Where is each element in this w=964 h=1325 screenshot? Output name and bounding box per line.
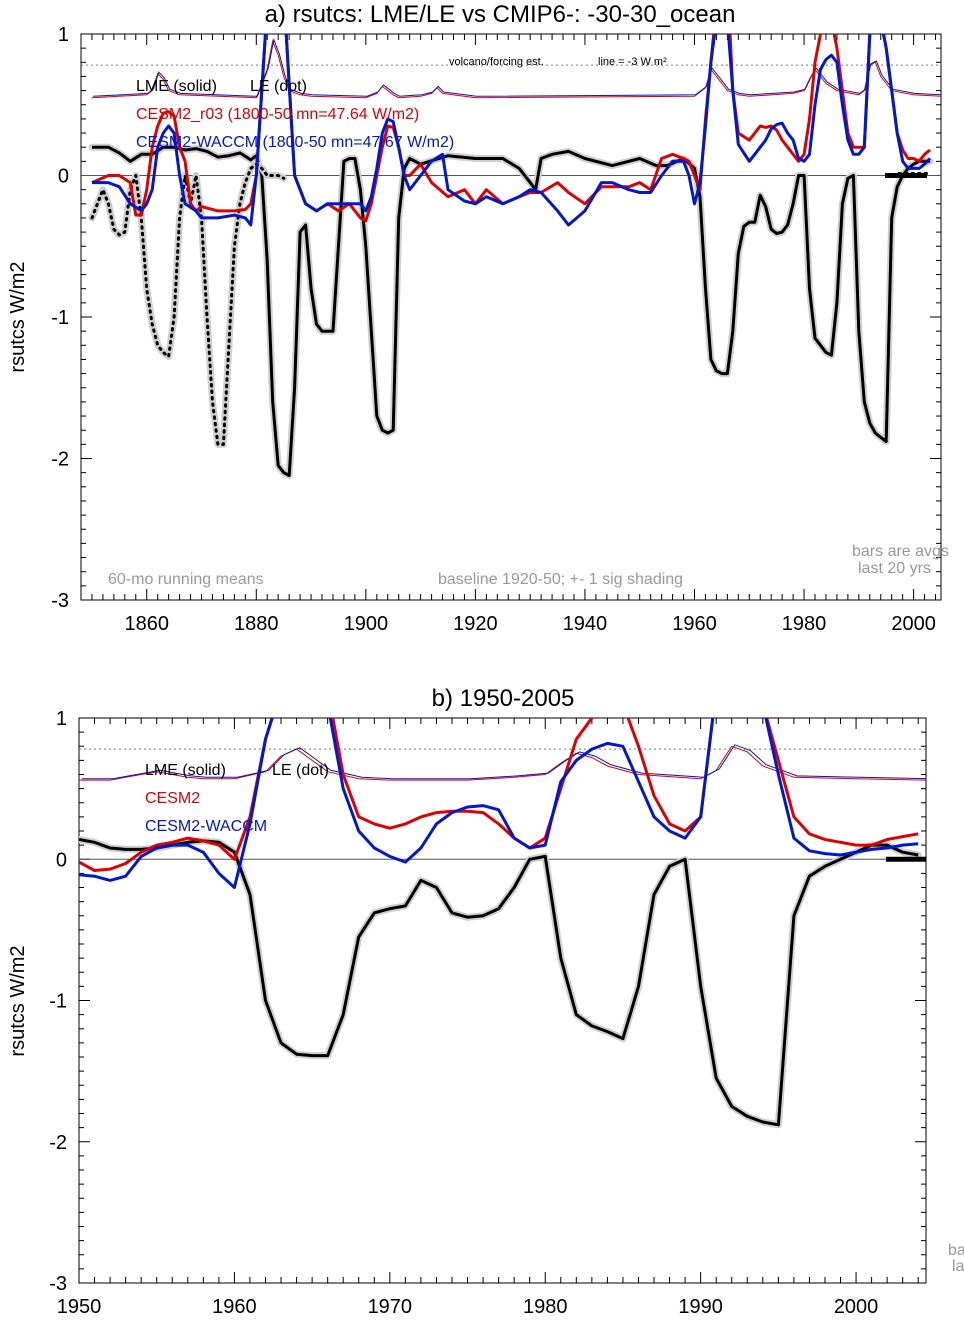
panel-a-xtick-label: 2000 [891, 613, 936, 635]
panel-b-shading-lme-solid [79, 836, 922, 1129]
panel-b-ylabel: rsutcs W/m2 [7, 945, 29, 1056]
panel-a-series-cesm2-waccm [92, 34, 932, 227]
panel-a-bars-note-2: last 20 yrs [858, 560, 931, 577]
panel-b-ytick-label: -2 [49, 1132, 67, 1154]
panel-a-title: a) rsutcs: LME/LE vs CMIP6-: -30-30_ocea… [265, 1, 736, 28]
panel-a-running-mean-note: 60-mo running means [108, 571, 264, 588]
panel-b-xtick-label: 1960 [212, 1296, 257, 1318]
panel-b-forcing-line-waccm [82, 744, 926, 780]
panel-b-xtick-label: 1970 [368, 1296, 413, 1318]
panel-a-ytick-label: 1 [58, 24, 69, 46]
panel-a-forcing-line-waccm [93, 37, 941, 97]
panel-a-ytick-label: 0 [58, 166, 69, 188]
panel-a-xtick-label: 1960 [672, 613, 717, 635]
panel-b-legend-le: LE (dot) [272, 762, 329, 779]
panel-b-bars-note-1: ba [948, 1242, 964, 1259]
panel-a-legend-cesm2: CESM2_r03 (1800-50 mn=47.64 W/m2) [136, 106, 419, 123]
panel-b-ytick-label: 1 [56, 708, 67, 730]
panel-a-series-group [81, 34, 941, 479]
panel-b-xtick-label: 1990 [678, 1296, 723, 1318]
panel-a-baseline-note: baseline 1920-50; +- 1 sig shading [438, 571, 683, 588]
panel-a-legend-lme: LME (solid) [136, 78, 217, 95]
panel-b-legend-waccm: CESM2-WACCM [145, 818, 267, 835]
panel-b-plot [79, 718, 926, 1129]
panel-b-ytick-label: 0 [56, 849, 67, 871]
panel-b-bars-note-2: la [952, 1258, 964, 1275]
panel-a-forcing-line-cesm2 [91, 39, 941, 99]
panel-a: a) rsutcs: LME/LE vs CMIP6-: -30-30_ocea… [7, 1, 949, 635]
panel-a-xtick-label: 1940 [563, 613, 608, 635]
panel-b-title: b) 1950-2005 [432, 685, 575, 712]
panel-a-line-scale-note: line = -3 W m² [598, 56, 667, 68]
panel-b-legend-lme: LME (solid) [145, 762, 226, 779]
panel-a-ylabel: rsutcs W/m2 [7, 261, 29, 372]
panel-a-ytick-label: -1 [51, 307, 69, 329]
panel-b-frame [78, 717, 927, 1284]
panel-a-xtick-label: 1920 [453, 613, 498, 635]
panel-b-series-lme-solid [79, 838, 919, 1127]
panel-a-plot [81, 34, 941, 479]
panel-b-xtick-label: 1950 [57, 1296, 102, 1318]
panel-b-series-group [79, 718, 926, 1129]
panel-b-legend-cesm2: CESM2 [145, 790, 200, 807]
panel-a-xtick-label: 1980 [782, 613, 827, 635]
panel-a-ytick-label: -3 [51, 590, 69, 612]
panel-a-bars-note-1: bars are avgs [852, 543, 949, 560]
panel-a-ticks: 1860 1880 1900 1920 1940 1960 1980 2000 1 0 -1 -2 -3 [51, 24, 941, 635]
panel-a-volcano-note: volcano/forcing est. [449, 56, 544, 68]
panel-a-legend-le: LE (dot) [250, 78, 307, 95]
panel-b-ytick-label: -3 [49, 1273, 67, 1295]
panel-a-series-lme-solid [92, 145, 930, 477]
panel-a-xtick-label: 1880 [234, 613, 279, 635]
panel-b-xtick-label: 2000 [834, 1296, 879, 1318]
panel-a-xtick-label: 1900 [344, 613, 389, 635]
panel-b-forcing-line-cesm2 [79, 745, 926, 781]
panel-a-xtick-label: 1860 [124, 613, 169, 635]
panel-a-series-cesm2-r03 [91, 34, 931, 223]
panel-b-xtick-label: 1980 [523, 1296, 568, 1318]
panel-b-series-cesm2 [79, 718, 919, 872]
panel-b-series-cesm2-waccm [79, 718, 919, 889]
panel-b-ytick-label: -1 [49, 991, 67, 1013]
panel-a-ytick-label: -2 [51, 449, 69, 471]
panel-b: b) 1950-2005 rsutcs W/m2 1950 1960 1970 198… [7, 685, 964, 1318]
panel-a-legend-waccm: CESM2-WACCM (1800-50 mn=47.67 W/m2) [136, 134, 454, 151]
